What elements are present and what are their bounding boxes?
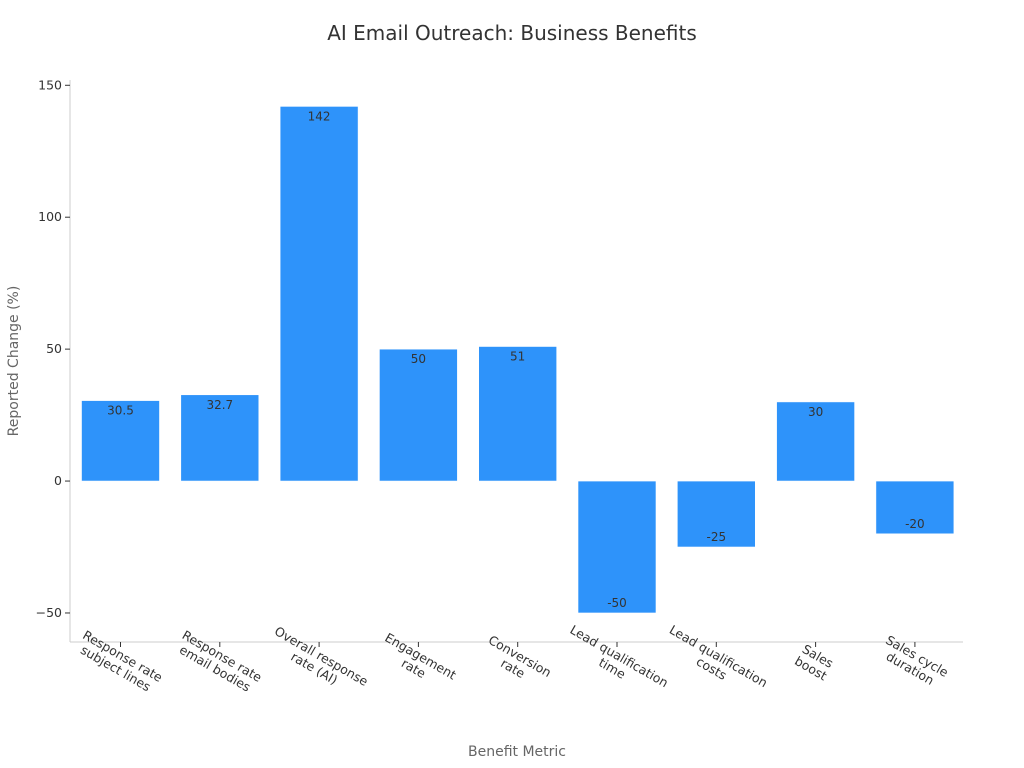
y-tick-label: 100 (38, 209, 62, 224)
x-tick-label-text: Sales cycleduration (876, 632, 951, 692)
bar (577, 480, 657, 614)
x-tick-label: Salesboost (792, 641, 837, 683)
x-tick-label-text: Response rateemail bodies (173, 627, 265, 697)
y-axis-title: Reported Change (%) (6, 286, 22, 437)
x-tick-label-text: Response ratesubject lines (73, 627, 165, 697)
x-tick-label: Engagementrate (375, 630, 459, 695)
bar (478, 346, 558, 482)
x-tick-label: Lead qualificationcosts (660, 622, 770, 703)
y-tick-label: 50 (46, 341, 62, 356)
bar (279, 106, 359, 482)
data-label: -20 (905, 517, 925, 531)
x-tick-label: Response rateemail bodies (173, 627, 265, 697)
x-tick-label-text: Overall responserate (AI) (265, 623, 371, 701)
data-label: 50 (411, 352, 426, 366)
bar (676, 480, 756, 548)
data-label: -50 (607, 596, 627, 610)
bars (81, 106, 955, 614)
data-label: 30 (808, 405, 823, 419)
data-label: 32.7 (206, 398, 233, 412)
x-tick-label: Sales cycleduration (876, 632, 951, 692)
bar (379, 348, 458, 482)
x-tick-label: Overall responserate (AI) (265, 623, 371, 701)
x-axis-title: Benefit Metric (468, 744, 566, 760)
data-label: 51 (510, 349, 525, 363)
x-tick-label: Lead qualificationtime (561, 622, 671, 703)
bar (81, 400, 160, 482)
data-labels: 30.5 32.7 142 50 51 -50 -25 30 -20 (107, 109, 925, 610)
data-label: -25 (706, 530, 726, 544)
x-tick-label: Response ratesubject lines (73, 627, 165, 697)
y-tick-label: 0 (54, 473, 62, 488)
y-tick-label: −50 (36, 605, 62, 620)
data-label: 30.5 (107, 404, 134, 418)
bar (776, 401, 855, 482)
y-tick-label: 150 (38, 77, 62, 92)
y-axis-ticks: 150 100 50 0 −50 (36, 77, 70, 620)
data-label: 142 (308, 109, 331, 123)
bar (875, 480, 955, 535)
x-tick-label-text: Salesboost (792, 641, 837, 683)
x-tick-label-text: Lead qualificationtime (561, 622, 671, 703)
x-tick-label-text: Lead qualificationcosts (660, 622, 770, 703)
bar (180, 394, 260, 482)
x-tick-label: Conversionrate (479, 632, 554, 692)
x-axis-ticks: Response ratesubject lines Response ratee… (73, 622, 951, 703)
x-tick-label-text: Engagementrate (375, 630, 459, 695)
chart-title: AI Email Outreach: Business Benefits (327, 21, 697, 45)
x-tick-label-text: Conversionrate (479, 632, 554, 692)
